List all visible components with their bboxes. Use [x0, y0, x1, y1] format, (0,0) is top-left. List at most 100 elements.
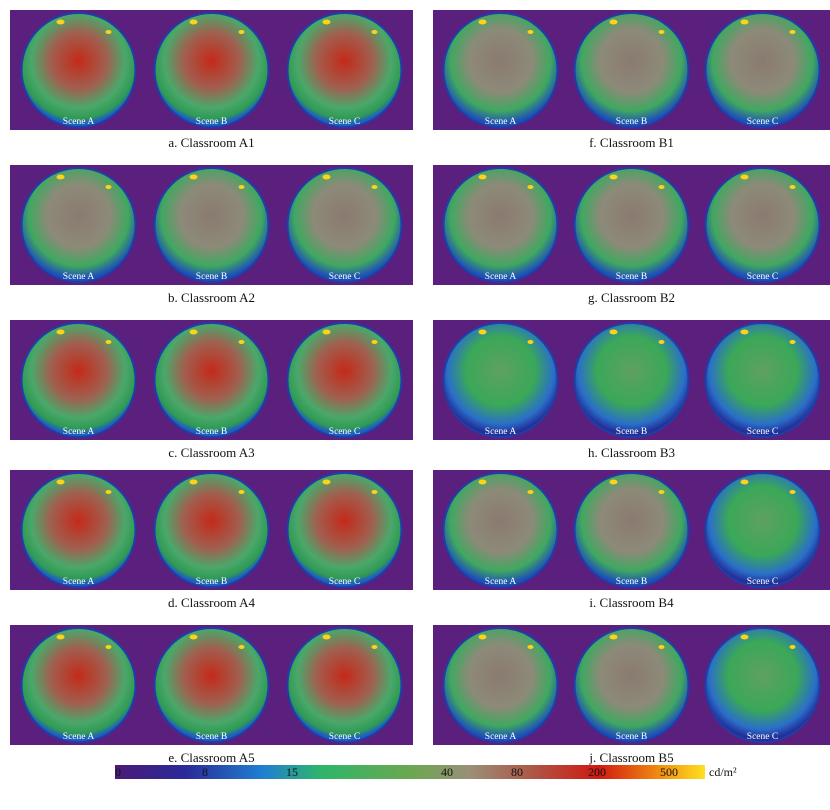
scene-label: Scene B — [196, 732, 227, 742]
light-spot — [190, 175, 198, 180]
panel-caption: i. Classroom B4 — [589, 595, 674, 610]
colorbar-tick: 40 — [441, 765, 453, 779]
colorbar-tick: 80 — [511, 765, 523, 779]
scene-label: Scene B — [616, 732, 647, 742]
fisheye-image — [22, 473, 136, 587]
light-spot — [741, 480, 749, 485]
light-spot — [106, 645, 112, 649]
light-spot — [190, 635, 198, 640]
light-spot — [190, 480, 198, 485]
scene-label: Scene A — [485, 732, 517, 742]
scene-label: Scene C — [747, 427, 778, 437]
light-spot — [610, 20, 618, 25]
light-spot — [371, 185, 377, 189]
light-spot — [371, 645, 377, 649]
fisheye-image — [706, 323, 820, 437]
scene-label: Scene B — [616, 117, 647, 127]
scene-label: Scene A — [485, 117, 517, 127]
light-spot — [57, 20, 65, 25]
scene-label: Scene A — [63, 117, 95, 127]
colorbar-tick: 8 — [202, 765, 208, 779]
fisheye-image — [22, 323, 136, 437]
light-spot — [57, 635, 65, 640]
light-spot — [322, 20, 330, 25]
colorbar-unit: cd/m² — [709, 765, 737, 779]
light-spot — [527, 30, 533, 34]
panel-caption: c. Classroom A3 — [168, 445, 254, 460]
light-spot — [57, 330, 65, 335]
scene-label: Scene C — [329, 117, 360, 127]
scene-label: Scene C — [747, 577, 778, 587]
scene-label: Scene C — [747, 272, 778, 282]
scene-label: Scene C — [329, 272, 360, 282]
fisheye-image — [287, 13, 401, 127]
scene-label: Scene A — [63, 577, 95, 587]
light-spot — [790, 340, 796, 344]
fisheye-image — [706, 473, 820, 587]
light-spot — [106, 185, 112, 189]
light-spot — [239, 340, 245, 344]
light-spot — [371, 30, 377, 34]
light-spot — [106, 340, 112, 344]
panel-caption: g. Classroom B2 — [588, 290, 675, 305]
light-spot — [478, 175, 486, 180]
light-spot — [478, 480, 486, 485]
light-spot — [57, 175, 65, 180]
panel-caption: b. Classroom A2 — [168, 290, 255, 305]
light-spot — [478, 20, 486, 25]
light-spot — [741, 635, 749, 640]
light-spot — [527, 645, 533, 649]
scene-label: Scene B — [616, 427, 647, 437]
scene-label: Scene A — [63, 272, 95, 282]
panel-caption: e. Classroom A5 — [168, 750, 254, 765]
scene-label: Scene B — [196, 272, 227, 282]
fisheye-image — [287, 323, 401, 437]
light-spot — [190, 330, 198, 335]
light-spot — [322, 175, 330, 180]
scene-label: Scene A — [63, 732, 95, 742]
colorbar-tick: 200 — [588, 765, 606, 779]
scene-label: Scene B — [196, 427, 227, 437]
light-spot — [478, 330, 486, 335]
fisheye-image — [155, 323, 269, 437]
light-spot — [322, 330, 330, 335]
fisheye-image — [22, 13, 136, 127]
light-spot — [790, 645, 796, 649]
light-spot — [790, 30, 796, 34]
light-spot — [610, 330, 618, 335]
scene-label: Scene B — [196, 117, 227, 127]
scene-label: Scene A — [485, 272, 517, 282]
light-spot — [659, 30, 665, 34]
fisheye-image — [443, 473, 557, 587]
light-spot — [790, 490, 796, 494]
light-spot — [659, 490, 665, 494]
colorbar-tick: 15 — [286, 765, 298, 779]
light-spot — [659, 185, 665, 189]
fisheye-image — [575, 473, 689, 587]
light-spot — [190, 20, 198, 25]
fisheye-image — [575, 168, 689, 282]
light-spot — [741, 330, 749, 335]
scene-label: Scene B — [196, 577, 227, 587]
fisheye-image — [287, 473, 401, 587]
light-spot — [610, 635, 618, 640]
scene-label: Scene C — [747, 117, 778, 127]
fisheye-image — [155, 13, 269, 127]
fisheye-image — [443, 13, 557, 127]
fisheye-image — [22, 168, 136, 282]
light-spot — [239, 645, 245, 649]
light-spot — [478, 635, 486, 640]
light-spot — [790, 185, 796, 189]
scene-label: Scene B — [616, 272, 647, 282]
panel-caption: a. Classroom A1 — [168, 135, 254, 150]
scene-label: Scene C — [329, 732, 360, 742]
light-spot — [610, 175, 618, 180]
scene-label: Scene A — [63, 427, 95, 437]
light-spot — [322, 635, 330, 640]
scene-label: Scene C — [329, 577, 360, 587]
fisheye-image — [706, 13, 820, 127]
light-spot — [610, 480, 618, 485]
fisheye-image — [155, 628, 269, 742]
light-spot — [239, 30, 245, 34]
scene-label: Scene B — [616, 577, 647, 587]
